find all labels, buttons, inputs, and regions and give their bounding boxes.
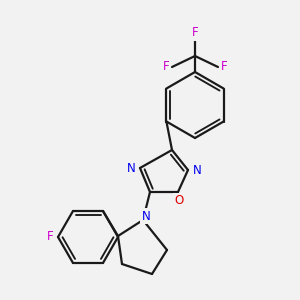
Text: F: F xyxy=(47,230,53,244)
Text: F: F xyxy=(163,61,169,74)
Text: N: N xyxy=(142,209,150,223)
Text: O: O xyxy=(174,194,184,208)
Text: F: F xyxy=(192,26,198,40)
Text: N: N xyxy=(193,164,201,176)
Text: F: F xyxy=(221,61,227,74)
Text: N: N xyxy=(127,161,135,175)
